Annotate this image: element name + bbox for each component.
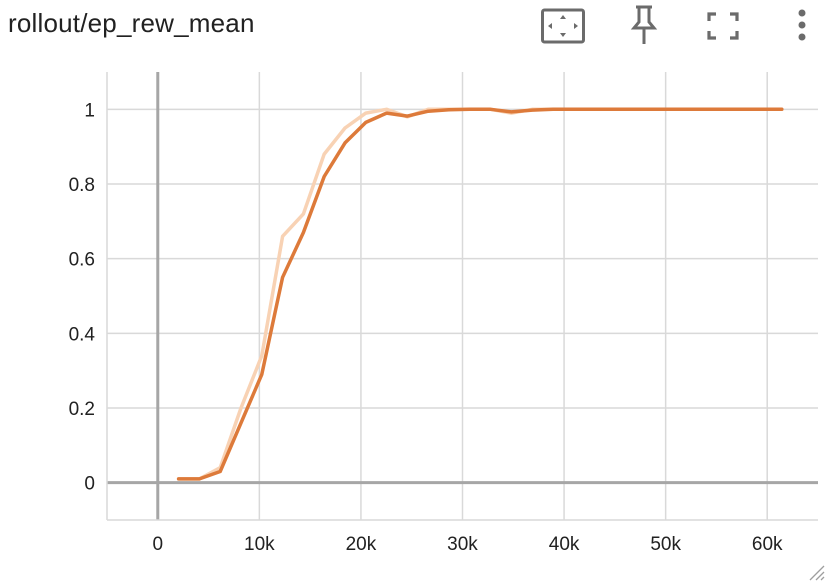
x-tick-label: 60k — [752, 534, 783, 555]
y-tick-label: 1 — [84, 100, 95, 121]
y-tick-label: 0.8 — [69, 175, 95, 196]
smoothed-series-line — [176, 107, 784, 481]
fullscreen-button[interactable] — [700, 4, 746, 46]
y-tick-label: 0 — [84, 474, 95, 495]
y-tick-label: 0.2 — [69, 399, 95, 420]
more-vert-icon — [798, 9, 806, 41]
x-tick-label: 20k — [346, 534, 377, 555]
x-tick-label: 0 — [152, 534, 163, 555]
fit-domain-button[interactable] — [540, 4, 586, 46]
x-tick-label: 50k — [650, 534, 681, 555]
fullscreen-icon — [707, 12, 739, 40]
x-tick-label: 10k — [244, 534, 275, 555]
card-header: rollout/ep_rew_mean — [0, 0, 832, 50]
resize-handle-icon[interactable] — [806, 562, 826, 582]
y-tick-label: 0.4 — [69, 324, 96, 345]
pin-icon — [630, 5, 658, 44]
raw-series-line — [176, 107, 784, 481]
x-tick-label: 40k — [549, 534, 580, 555]
more-options-button[interactable] — [780, 4, 826, 46]
x-tick-label: 30k — [447, 534, 478, 555]
pin-button[interactable] — [622, 4, 668, 46]
y-tick-label: 0.6 — [69, 250, 95, 271]
chart-title: rollout/ep_rew_mean — [8, 8, 255, 38]
fit-domain-icon — [541, 8, 585, 44]
